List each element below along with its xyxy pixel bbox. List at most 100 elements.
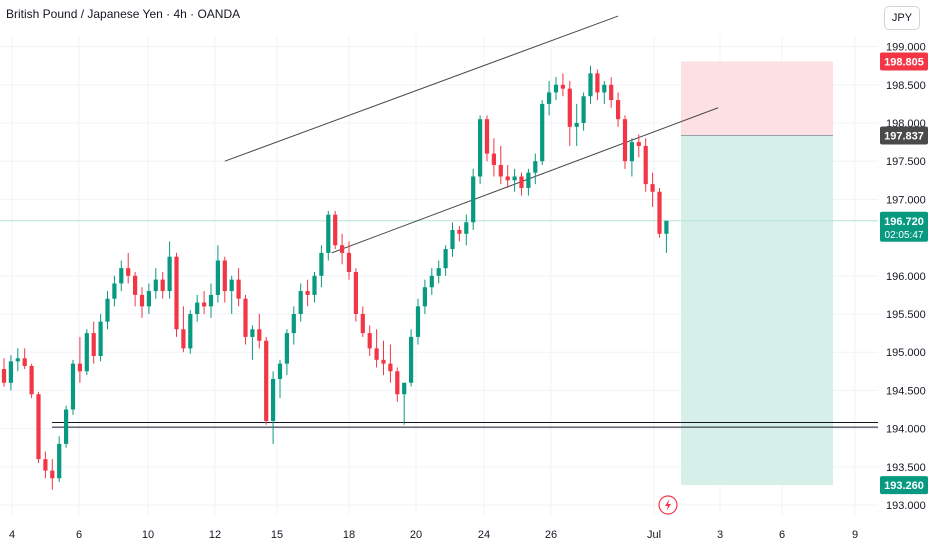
candle-body[interactable] [636, 142, 641, 146]
candle-body[interactable] [202, 302, 207, 307]
candle-body[interactable] [1, 369, 7, 383]
candle-body[interactable] [50, 470, 55, 479]
candle-body[interactable] [319, 252, 324, 276]
candle-body[interactable] [581, 96, 586, 123]
candle-body[interactable] [236, 279, 241, 299]
candle-body[interactable] [174, 256, 179, 330]
candle-body[interactable] [381, 359, 386, 364]
candle-body[interactable] [540, 103, 545, 162]
candle-body[interactable] [588, 73, 593, 97]
candle-body[interactable] [360, 314, 365, 334]
price-tag[interactable] [880, 126, 928, 145]
candle-body[interactable] [547, 92, 552, 104]
candle-body[interactable] [657, 191, 662, 234]
candle-body[interactable] [277, 363, 283, 379]
candle-body[interactable] [22, 358, 27, 366]
candle-body[interactable] [436, 268, 441, 276]
candle-body[interactable] [284, 333, 289, 364]
candle-body[interactable] [29, 365, 34, 395]
candle-body[interactable] [553, 84, 559, 93]
candle-body[interactable] [305, 291, 310, 295]
candle-body[interactable] [609, 84, 614, 101]
candle-body[interactable] [505, 176, 510, 181]
candle-body[interactable] [457, 229, 462, 234]
candle-body[interactable] [595, 73, 600, 93]
candle-body[interactable] [105, 298, 110, 322]
candle-body[interactable] [146, 291, 151, 307]
candle-body[interactable] [340, 245, 345, 253]
candle-body[interactable] [271, 378, 276, 421]
channel-lower-line[interactable] [331, 107, 719, 254]
candle-body[interactable] [222, 260, 227, 292]
candle-body[interactable] [98, 321, 103, 357]
candle-body[interactable] [119, 268, 124, 284]
candle-body[interactable] [664, 220, 669, 234]
candle-body[interactable] [215, 260, 220, 295]
candle-body[interactable] [409, 336, 414, 383]
candle-body[interactable] [367, 333, 372, 349]
price-tag[interactable] [880, 211, 928, 242]
candle-body[interactable] [402, 382, 407, 395]
candle-body[interactable] [36, 394, 41, 460]
candle-body[interactable] [133, 275, 138, 295]
candle-body[interactable] [8, 361, 13, 383]
candle-body[interactable] [443, 249, 448, 269]
candle-body[interactable] [491, 153, 496, 166]
candle-body[interactable] [15, 358, 20, 362]
candle-body[interactable] [422, 287, 427, 307]
candle-body[interactable] [478, 119, 483, 177]
candle-body[interactable] [70, 363, 76, 410]
candle-body[interactable] [167, 256, 172, 292]
candle-body[interactable] [77, 363, 82, 372]
candle-body[interactable] [139, 294, 145, 307]
candle-body[interactable] [567, 88, 572, 127]
candle-body[interactable] [333, 214, 338, 246]
candle-body[interactable] [464, 222, 469, 234]
candle-body[interactable] [181, 329, 186, 349]
candle-body[interactable] [312, 275, 317, 295]
candle-body[interactable] [519, 176, 524, 188]
candle-body[interactable] [374, 348, 379, 360]
candle-body[interactable] [353, 271, 358, 314]
candle-body[interactable] [574, 123, 579, 127]
candle-body[interactable] [188, 314, 193, 349]
candle-body[interactable] [471, 176, 476, 223]
candle-body[interactable] [153, 279, 158, 292]
candle-body[interactable] [629, 142, 634, 162]
candle-body[interactable] [450, 229, 455, 250]
candle-body[interactable] [326, 214, 331, 253]
candle-body[interactable] [346, 252, 352, 272]
candle-body[interactable] [229, 279, 234, 292]
candle-body[interactable] [429, 275, 434, 288]
candle-body[interactable] [526, 172, 531, 188]
price-tag[interactable] [880, 476, 928, 495]
candle-body[interactable] [160, 279, 165, 292]
candle-body[interactable] [195, 302, 200, 314]
candle-body[interactable] [57, 443, 62, 479]
candle-body[interactable] [388, 363, 393, 372]
candle-body[interactable] [622, 119, 628, 162]
candle-body[interactable] [257, 329, 262, 341]
take-profit-zone[interactable] [681, 135, 833, 486]
candle-body[interactable] [91, 333, 96, 357]
channel-upper-line[interactable] [224, 15, 619, 162]
candle-body[interactable] [208, 294, 214, 307]
candle-body[interactable] [64, 409, 69, 444]
candle-body[interactable] [126, 268, 131, 276]
candle-body[interactable] [250, 329, 255, 337]
stop-loss-zone[interactable] [681, 61, 833, 136]
candle-body[interactable] [43, 459, 48, 471]
candle-body[interactable] [533, 161, 538, 173]
candle-body[interactable] [84, 333, 89, 372]
candle-body[interactable] [650, 184, 655, 192]
candle-body[interactable] [395, 371, 400, 395]
candle-body[interactable] [298, 291, 303, 314]
candle-body[interactable] [264, 340, 269, 421]
candle-body[interactable] [291, 314, 296, 334]
candle-body[interactable] [484, 119, 490, 154]
candle-body[interactable] [243, 298, 248, 337]
candle-body[interactable] [512, 176, 517, 181]
candle-body[interactable] [643, 145, 648, 185]
